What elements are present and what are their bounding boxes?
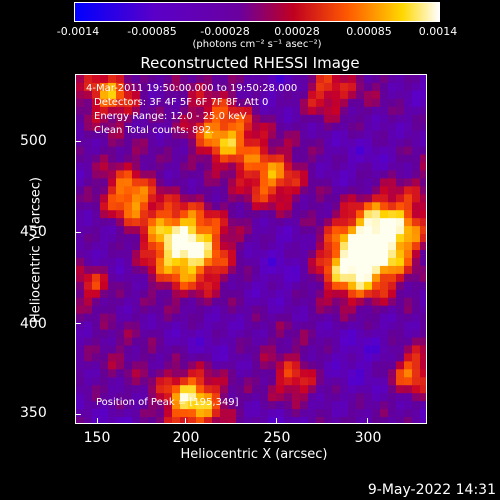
- y-tick-label: 400: [20, 316, 47, 332]
- x-axis-label: Heliocentric X (arcsec): [180, 447, 328, 462]
- y-tick-label: 450: [20, 224, 47, 240]
- energy-range-label: Energy Range: 12.0 - 25.0 keV: [94, 111, 247, 122]
- colorbar-tick-label: -0.00085: [127, 25, 177, 38]
- y-tick-mark: [75, 232, 81, 233]
- colorbar-tick-label: 0.00028: [274, 25, 320, 38]
- time-range-label: 4-Mar-2011 19:50:00.000 to 19:50:28.000: [86, 83, 298, 94]
- x-tick-label: 200: [172, 430, 200, 446]
- y-tick-mark: [75, 414, 81, 415]
- y-tick-mark: [75, 323, 81, 324]
- y-axis-label: Heliocentric Y (arcsec): [28, 177, 44, 323]
- y-tick-label: 350: [20, 405, 47, 421]
- x-tick-label: 150: [83, 430, 111, 446]
- colorbar: [74, 2, 440, 22]
- colorbar-tick-label: 0.00085: [346, 25, 392, 38]
- y-tick-label: 500: [20, 133, 47, 149]
- colorbar-tick-label: -0.0014: [56, 25, 100, 38]
- x-tick-label: 250: [263, 430, 291, 446]
- image-title: Reconstructed RHESSI Image: [140, 54, 360, 72]
- image-heatmap: [76, 75, 426, 423]
- rhessi-image-plot: 4-Mar-2011 19:50:00.000 to 19:50:28.000 …: [75, 74, 427, 424]
- x-tick-label: 300: [354, 430, 382, 446]
- colorbar-tick-label: 0.0014: [418, 25, 458, 38]
- clean-counts-label: Clean Total counts: 892.: [94, 125, 215, 136]
- detectors-label: Detectors: 3F 4F 5F 6F 7F 8F, Att 0: [94, 97, 269, 108]
- x-tick-mark: [367, 418, 368, 424]
- peak-position-label: Position of Peak = [195,349]: [96, 397, 239, 408]
- y-tick-mark: [75, 141, 81, 142]
- colorbar-tick-label: -0.00028: [200, 25, 250, 38]
- x-tick-mark: [276, 418, 277, 424]
- x-tick-mark: [97, 418, 98, 424]
- plot-timestamp: 9-May-2022 14:31: [367, 482, 496, 498]
- x-tick-mark: [185, 418, 186, 424]
- colorbar-units: (photons cm⁻² s⁻¹ asec⁻²): [192, 39, 322, 50]
